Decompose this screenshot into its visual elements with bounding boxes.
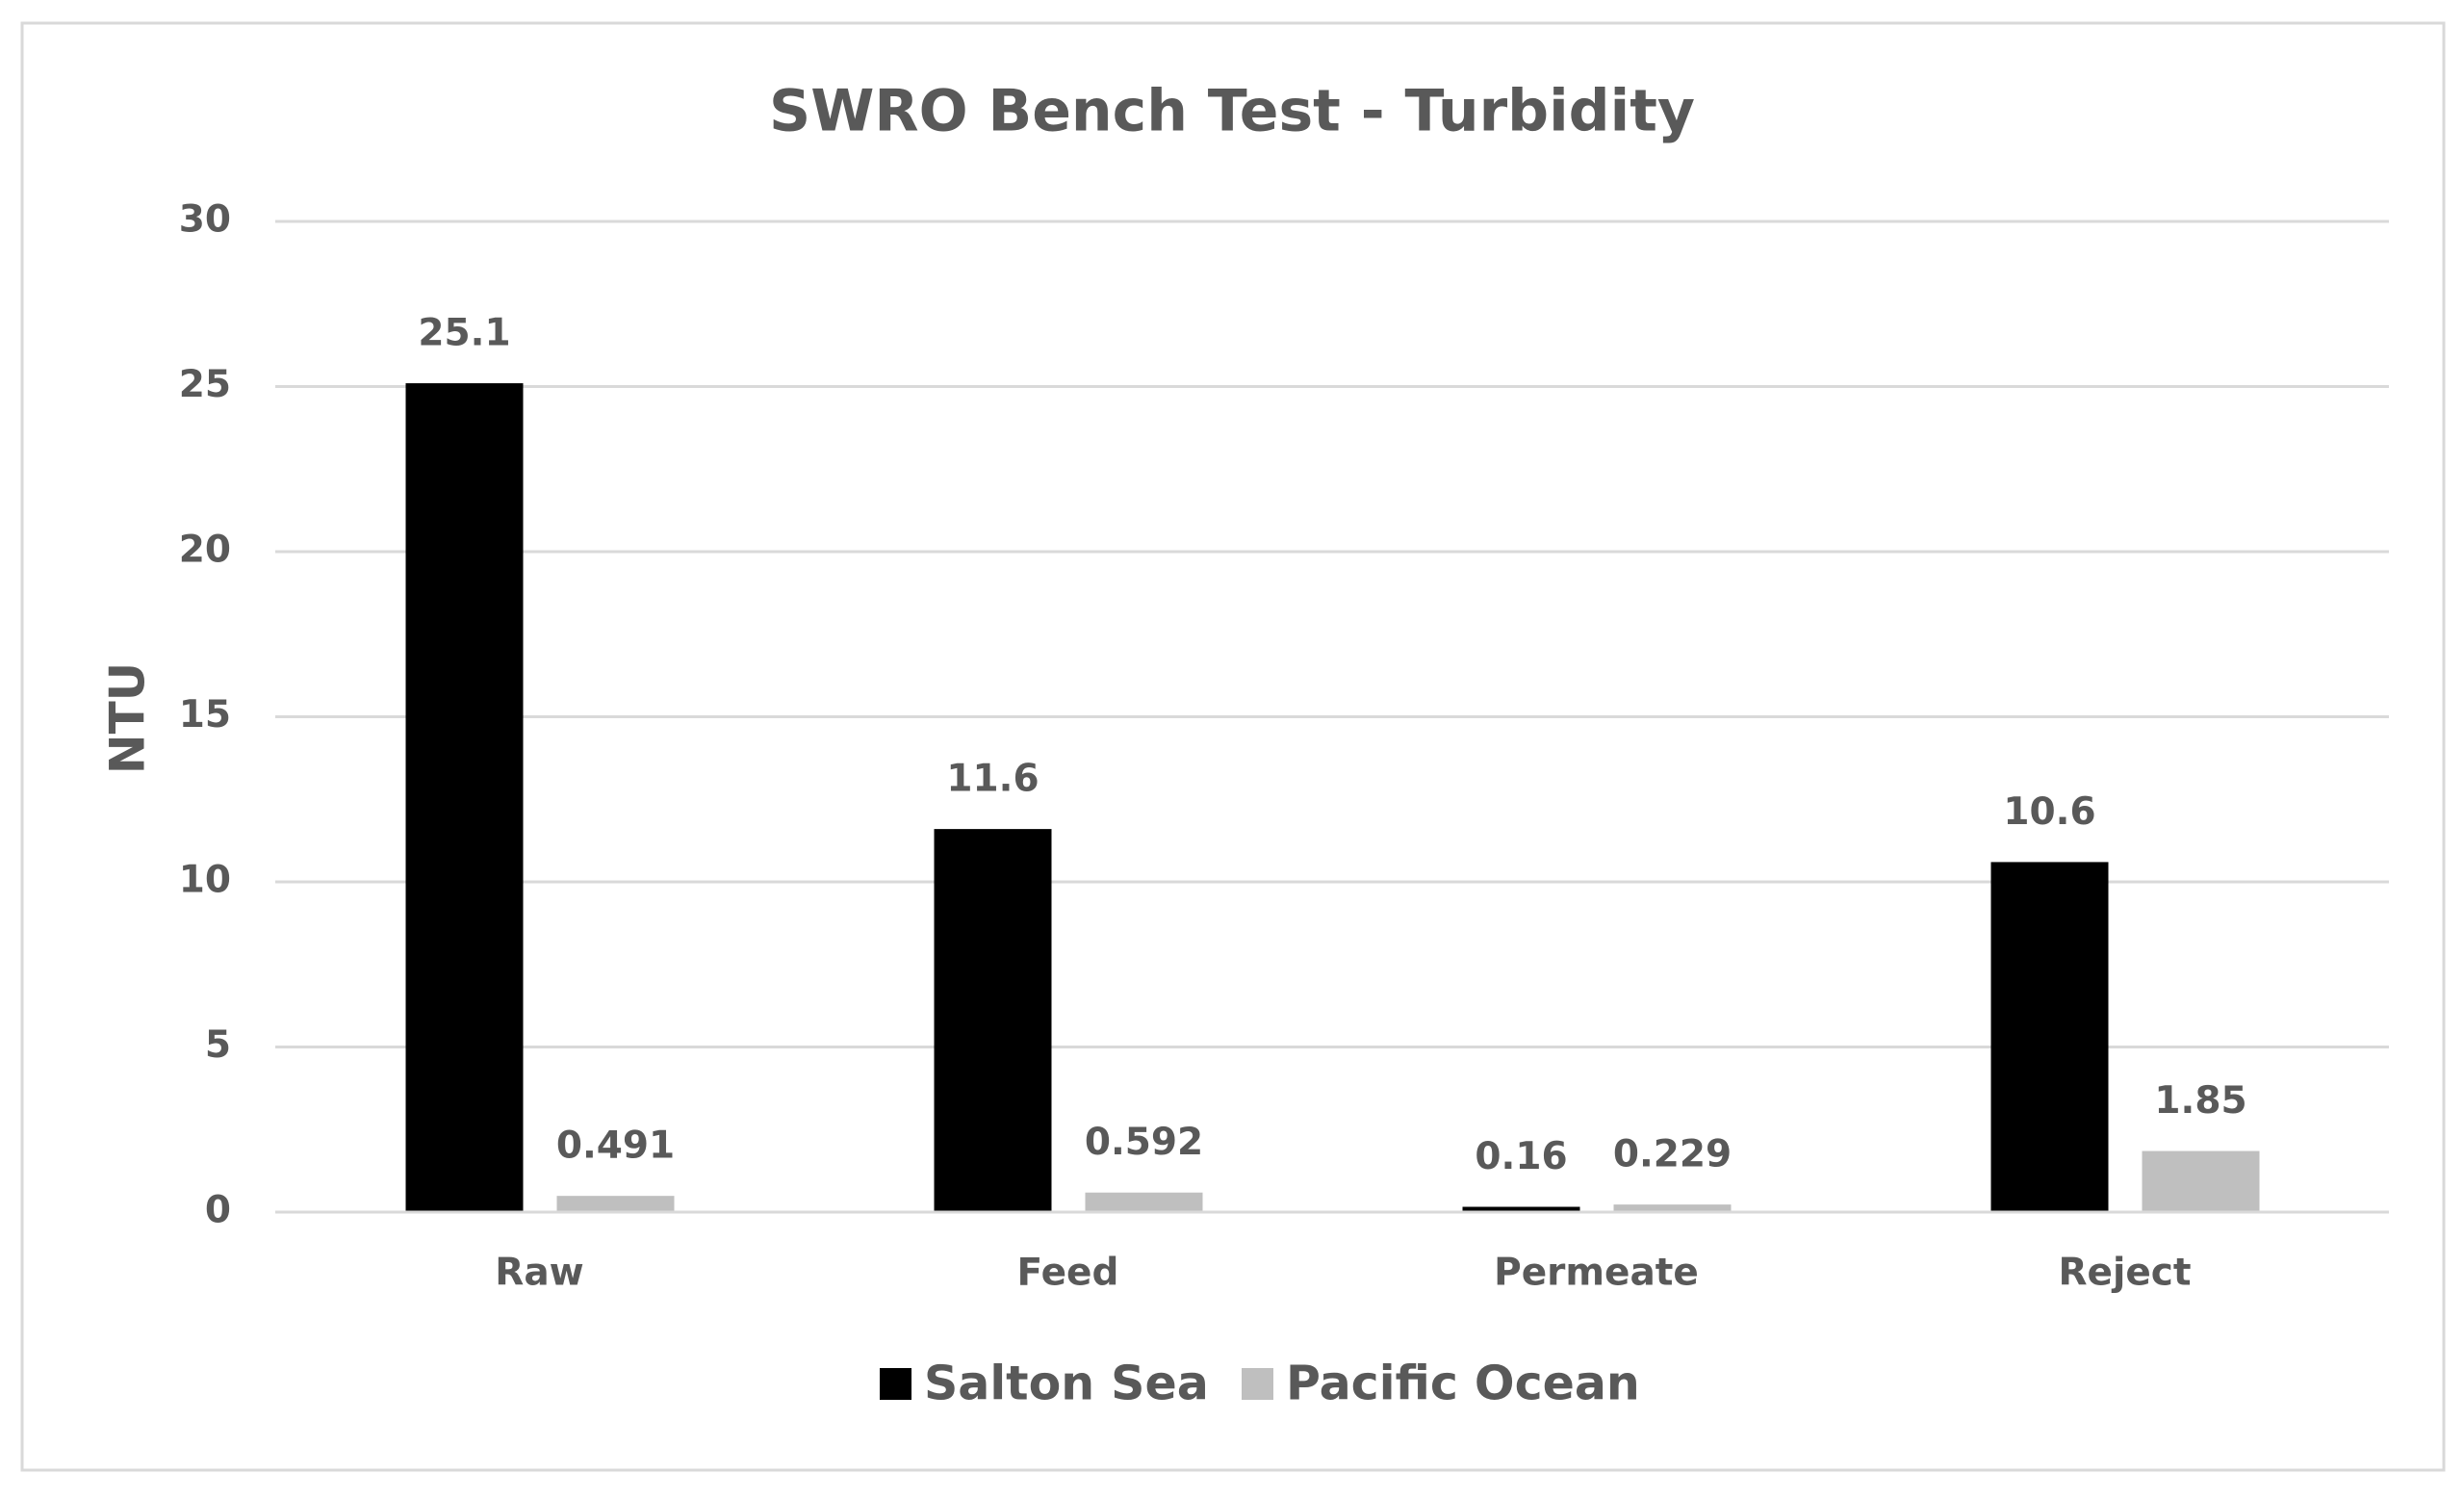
y-tick-label: 0	[205, 1189, 231, 1232]
y-tick-label: 15	[179, 693, 231, 737]
bar	[556, 1196, 675, 1212]
y-tick-label: 30	[179, 198, 231, 242]
data-label: 1.85	[2154, 1079, 2246, 1123]
bar	[1085, 1192, 1203, 1212]
y-tick-label: 20	[179, 529, 231, 572]
data-label: 25.1	[418, 312, 510, 355]
y-tick-label: 10	[179, 859, 231, 902]
x-tick-label: Reject	[2058, 1252, 2191, 1295]
bar	[2142, 1150, 2260, 1212]
legend-label: Salton Sea	[924, 1357, 1209, 1411]
x-tick-label: Raw	[495, 1252, 583, 1295]
data-label: 11.6	[946, 758, 1039, 801]
chart-title: SWRO Bench Test - Turbidity	[769, 78, 1695, 145]
bar	[1462, 1206, 1580, 1212]
data-label: 0.229	[1613, 1133, 1732, 1176]
legend-marker	[1242, 1368, 1273, 1400]
x-tick-label: Permeate	[1494, 1252, 1699, 1295]
bar	[934, 829, 1052, 1212]
bar	[1990, 862, 2109, 1212]
legend-label: Pacific Ocean	[1286, 1357, 1640, 1411]
data-label: 10.6	[2003, 790, 2095, 834]
data-label: 0.592	[1085, 1121, 1203, 1164]
data-label: 0.491	[556, 1124, 675, 1168]
legend-marker	[880, 1368, 911, 1400]
bar	[1613, 1204, 1732, 1212]
x-tick-label: Feed	[1017, 1252, 1119, 1295]
y-tick-label: 5	[205, 1023, 231, 1067]
y-tick-label: 25	[179, 363, 231, 406]
y-axis-label: NTU	[100, 662, 156, 775]
data-label: 0.16	[1475, 1135, 1567, 1178]
bar	[405, 383, 524, 1212]
